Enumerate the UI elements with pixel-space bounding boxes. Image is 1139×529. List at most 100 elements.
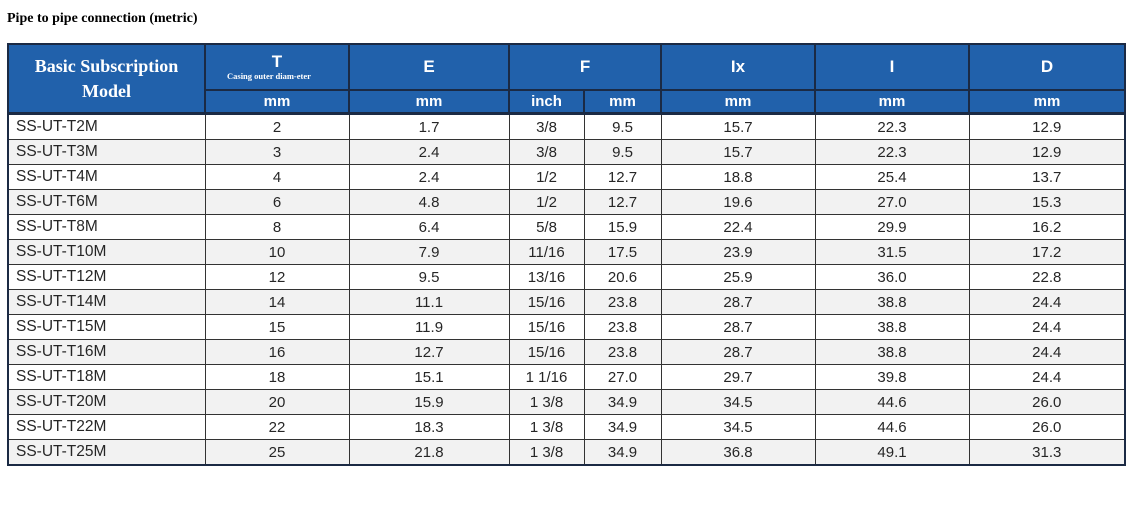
cell-f-mm: 23.8	[583, 314, 662, 340]
cell-f-mm: 20.6	[583, 264, 662, 290]
cell-e-mm: 4.8	[348, 189, 510, 215]
unit-ix-mm: mm	[660, 89, 817, 115]
cell-f-mm: 9.5	[583, 139, 662, 165]
cell-d-mm: 12.9	[968, 139, 1126, 165]
cell-f-inch: 13/16	[508, 264, 585, 290]
cell-f-mm: 12.7	[583, 164, 662, 190]
page: Pipe to pipe connection (metric) Basic S…	[7, 11, 1127, 466]
cell-e-mm: 1.7	[348, 113, 510, 140]
cell-f-inch: 1/2	[508, 189, 585, 215]
cell-ix-mm: 28.7	[660, 339, 816, 365]
cell-ix-mm: 25.9	[660, 264, 816, 290]
cell-ix-mm: 34.5	[660, 414, 816, 440]
header-e-symbol: E	[423, 57, 435, 77]
cell-t-mm: 12	[204, 264, 350, 290]
cell-model: SS-UT-T2M	[7, 113, 206, 140]
cell-i-mm: 22.3	[814, 139, 970, 165]
unit-t-mm: mm	[204, 89, 350, 115]
cell-e-mm: 21.8	[348, 439, 510, 466]
header-t-symbol: T	[271, 52, 283, 72]
page-title: Pipe to pipe connection (metric)	[7, 11, 198, 26]
cell-i-mm: 38.8	[814, 314, 970, 340]
cell-f-inch: 15/16	[508, 289, 585, 315]
cell-f-mm: 9.5	[583, 113, 662, 140]
cell-f-mm: 34.9	[583, 439, 662, 466]
cell-d-mm: 26.0	[968, 389, 1126, 415]
cell-t-mm: 8	[204, 214, 350, 240]
cell-ix-mm: 18.8	[660, 164, 816, 190]
unit-d-mm: mm	[968, 89, 1127, 115]
cell-i-mm: 29.9	[814, 214, 970, 240]
cell-e-mm: 15.9	[348, 389, 510, 415]
cell-f-inch: 3/8	[508, 113, 585, 140]
cell-ix-mm: 28.7	[660, 289, 816, 315]
cell-i-mm: 38.8	[814, 289, 970, 315]
cell-ix-mm: 23.9	[660, 239, 816, 265]
table-row: SS-UT-T15M 15 11.9 15/16 23.8 28.7 38.8 …	[7, 314, 1126, 340]
cell-t-mm: 20	[204, 389, 350, 415]
cell-t-mm: 15	[204, 314, 350, 340]
cell-f-inch: 1 1/16	[508, 364, 585, 390]
table-header: Basic Subscription Model T Casing outer …	[7, 43, 1127, 115]
cell-t-mm: 22	[204, 414, 350, 440]
cell-i-mm: 44.6	[814, 389, 970, 415]
table-row: SS-UT-T2M 2 1.7 3/8 9.5 15.7 22.3 12.9	[7, 113, 1126, 140]
header-i: I	[814, 43, 971, 91]
cell-f-mm: 15.9	[583, 214, 662, 240]
header-symbol-row: Basic Subscription Model T Casing outer …	[7, 43, 1127, 115]
pipe-connection-table: Basic Subscription Model T Casing outer …	[7, 43, 1127, 466]
cell-d-mm: 31.3	[968, 439, 1126, 466]
header-ix-symbol: Ix	[730, 57, 746, 77]
table-row: SS-UT-T6M 6 4.8 1/2 12.7 19.6 27.0 15.3	[7, 189, 1126, 215]
cell-model: SS-UT-T14M	[7, 289, 206, 315]
cell-t-mm: 14	[204, 289, 350, 315]
cell-model: SS-UT-T12M	[7, 264, 206, 290]
header-t: T Casing outer diam-eter	[204, 43, 350, 91]
cell-d-mm: 24.4	[968, 364, 1126, 390]
cell-d-mm: 24.4	[968, 339, 1126, 365]
cell-model: SS-UT-T4M	[7, 164, 206, 190]
cell-f-mm: 34.9	[583, 414, 662, 440]
header-f-symbol: F	[579, 57, 591, 77]
cell-ix-mm: 34.5	[660, 389, 816, 415]
cell-d-mm: 24.4	[968, 314, 1126, 340]
table-row: SS-UT-T25M 25 21.8 1 3/8 34.9 36.8 49.1 …	[7, 439, 1126, 466]
unit-e-mm: mm	[348, 89, 510, 115]
cell-t-mm: 16	[204, 339, 350, 365]
cell-f-mm: 27.0	[583, 364, 662, 390]
cell-t-mm: 10	[204, 239, 350, 265]
cell-d-mm: 26.0	[968, 414, 1126, 440]
cell-t-mm: 18	[204, 364, 350, 390]
cell-e-mm: 9.5	[348, 264, 510, 290]
cell-d-mm: 24.4	[968, 289, 1126, 315]
table-row: SS-UT-T16M 16 12.7 15/16 23.8 28.7 38.8 …	[7, 339, 1126, 365]
cell-f-mm: 17.5	[583, 239, 662, 265]
unit-f-inch: inch	[508, 89, 585, 115]
table-row: SS-UT-T3M 3 2.4 3/8 9.5 15.7 22.3 12.9	[7, 139, 1126, 165]
cell-i-mm: 44.6	[814, 414, 970, 440]
cell-f-inch: 1/2	[508, 164, 585, 190]
cell-e-mm: 2.4	[348, 139, 510, 165]
unit-f-mm: mm	[582, 89, 663, 115]
cell-t-mm: 2	[204, 113, 350, 140]
table-row: SS-UT-T18M 18 15.1 1 1/16 27.0 29.7 39.8…	[7, 364, 1126, 390]
cell-model: SS-UT-T6M	[7, 189, 206, 215]
cell-i-mm: 38.8	[814, 339, 970, 365]
cell-model: SS-UT-T15M	[7, 314, 206, 340]
cell-ix-mm: 28.7	[660, 314, 816, 340]
cell-e-mm: 11.9	[348, 314, 510, 340]
cell-ix-mm: 29.7	[660, 364, 816, 390]
cell-e-mm: 11.1	[348, 289, 510, 315]
cell-d-mm: 15.3	[968, 189, 1126, 215]
header-units-row: mm mm inch mm mm mm mm	[8, 89, 1127, 115]
cell-d-mm: 12.9	[968, 113, 1126, 140]
cell-e-mm: 18.3	[348, 414, 510, 440]
cell-t-mm: 4	[204, 164, 350, 190]
cell-f-mm: 23.8	[583, 339, 662, 365]
cell-i-mm: 49.1	[814, 439, 970, 466]
table-row: SS-UT-T4M 4 2.4 1/2 12.7 18.8 25.4 13.7	[7, 164, 1126, 190]
cell-d-mm: 17.2	[968, 239, 1126, 265]
header-f: F	[507, 43, 663, 91]
cell-f-inch: 3/8	[508, 139, 585, 165]
cell-t-mm: 3	[204, 139, 350, 165]
